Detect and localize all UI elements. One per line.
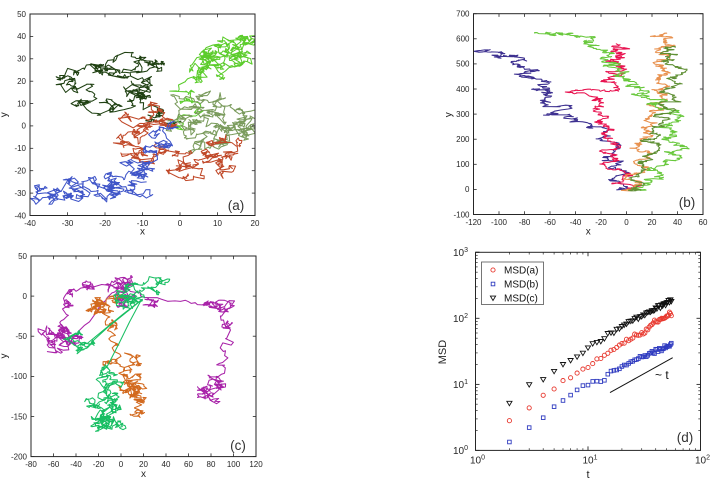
svg-text:0: 0 <box>624 218 629 227</box>
svg-text:103: 103 <box>453 247 468 259</box>
svg-text:600: 600 <box>456 35 470 44</box>
svg-text:60: 60 <box>184 460 193 469</box>
svg-text:-20: -20 <box>14 167 26 176</box>
svg-text:x: x <box>141 469 146 480</box>
svg-text:-30: -30 <box>62 219 74 228</box>
svg-text:-120: -120 <box>465 218 482 227</box>
svg-text:700: 700 <box>456 10 470 19</box>
svg-text:50: 50 <box>18 252 27 261</box>
svg-text:40: 40 <box>673 218 682 227</box>
svg-text:y: y <box>444 112 455 117</box>
svg-text:MSD: MSD <box>437 340 449 365</box>
svg-text:(c): (c) <box>230 438 246 453</box>
svg-text:80: 80 <box>207 460 216 469</box>
svg-text:-50: -50 <box>15 332 27 341</box>
svg-text:0: 0 <box>22 122 27 131</box>
svg-text:MSD(b): MSD(b) <box>504 280 538 291</box>
svg-text:-60: -60 <box>544 218 556 227</box>
svg-text:-40: -40 <box>570 218 582 227</box>
svg-text:~ t: ~ t <box>655 368 669 382</box>
svg-text:-20: -20 <box>595 218 607 227</box>
svg-text:-40: -40 <box>24 219 36 228</box>
svg-text:0: 0 <box>465 185 470 194</box>
svg-text:(d): (d) <box>677 430 694 445</box>
svg-text:x: x <box>586 227 591 238</box>
svg-text:-200: -200 <box>11 452 28 461</box>
svg-text:-40: -40 <box>14 211 26 220</box>
svg-text:y: y <box>0 354 10 359</box>
svg-text:60: 60 <box>699 218 708 227</box>
svg-text:MSD(a): MSD(a) <box>504 266 538 277</box>
svg-text:40: 40 <box>162 460 171 469</box>
svg-text:20: 20 <box>251 219 260 228</box>
svg-text:-30: -30 <box>14 189 26 198</box>
svg-text:(b): (b) <box>679 195 696 210</box>
svg-text:500: 500 <box>456 60 470 69</box>
svg-text:-100: -100 <box>11 372 28 381</box>
svg-text:-100: -100 <box>491 218 508 227</box>
svg-text:-80: -80 <box>519 218 531 227</box>
svg-text:20: 20 <box>139 460 148 469</box>
svg-text:-150: -150 <box>11 412 28 421</box>
svg-text:-100: -100 <box>453 210 470 219</box>
svg-text:MSD(c): MSD(c) <box>504 294 538 305</box>
svg-text:-60: -60 <box>48 460 60 469</box>
svg-text:y: y <box>0 112 10 117</box>
svg-text:t: t <box>586 469 589 481</box>
svg-text:300: 300 <box>456 110 470 119</box>
svg-text:30: 30 <box>17 55 26 64</box>
svg-text:0: 0 <box>119 460 124 469</box>
svg-text:10: 10 <box>213 219 222 228</box>
svg-text:x: x <box>140 227 145 238</box>
svg-text:120: 120 <box>249 460 263 469</box>
svg-text:20: 20 <box>17 77 26 86</box>
svg-text:10: 10 <box>17 99 26 108</box>
svg-text:-40: -40 <box>70 460 82 469</box>
svg-text:-20: -20 <box>93 460 105 469</box>
svg-text:-20: -20 <box>99 219 111 228</box>
svg-text:400: 400 <box>456 85 470 94</box>
svg-text:100: 100 <box>227 460 241 469</box>
svg-text:0: 0 <box>178 219 183 228</box>
svg-text:200: 200 <box>456 135 470 144</box>
svg-text:0: 0 <box>23 292 28 301</box>
svg-text:-80: -80 <box>25 460 37 469</box>
svg-text:(a): (a) <box>228 198 245 213</box>
svg-text:-10: -10 <box>137 219 149 228</box>
svg-text:100: 100 <box>456 160 470 169</box>
svg-text:40: 40 <box>17 32 26 41</box>
svg-text:20: 20 <box>648 218 657 227</box>
svg-text:50: 50 <box>17 10 26 19</box>
svg-text:-10: -10 <box>14 144 26 153</box>
